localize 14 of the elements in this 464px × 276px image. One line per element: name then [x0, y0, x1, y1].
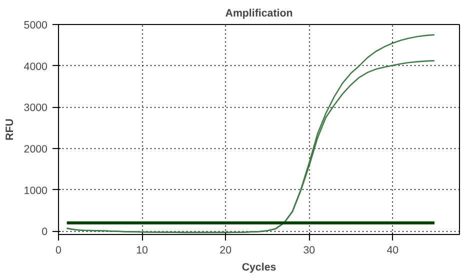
y-tick-label: 4000 [24, 60, 48, 73]
chart-title: Amplification [225, 8, 293, 20]
y-tick-label: 1000 [24, 184, 48, 197]
x-tick-label: 40 [386, 244, 399, 256]
y-tick-label: 5000 [24, 20, 48, 32]
x-axis-title: Cycles [242, 262, 276, 274]
y-tick-label: 3000 [24, 102, 48, 114]
y-tick-label: 2000 [24, 144, 48, 156]
y-tick-label: 0 [42, 226, 48, 238]
x-tick-label: 10 [136, 244, 148, 256]
x-tick-label: 30 [303, 244, 316, 256]
x-tick-label: 0 [56, 244, 62, 256]
y-axis-title: RFU [4, 118, 16, 140]
x-tick-label: 20 [220, 244, 232, 256]
